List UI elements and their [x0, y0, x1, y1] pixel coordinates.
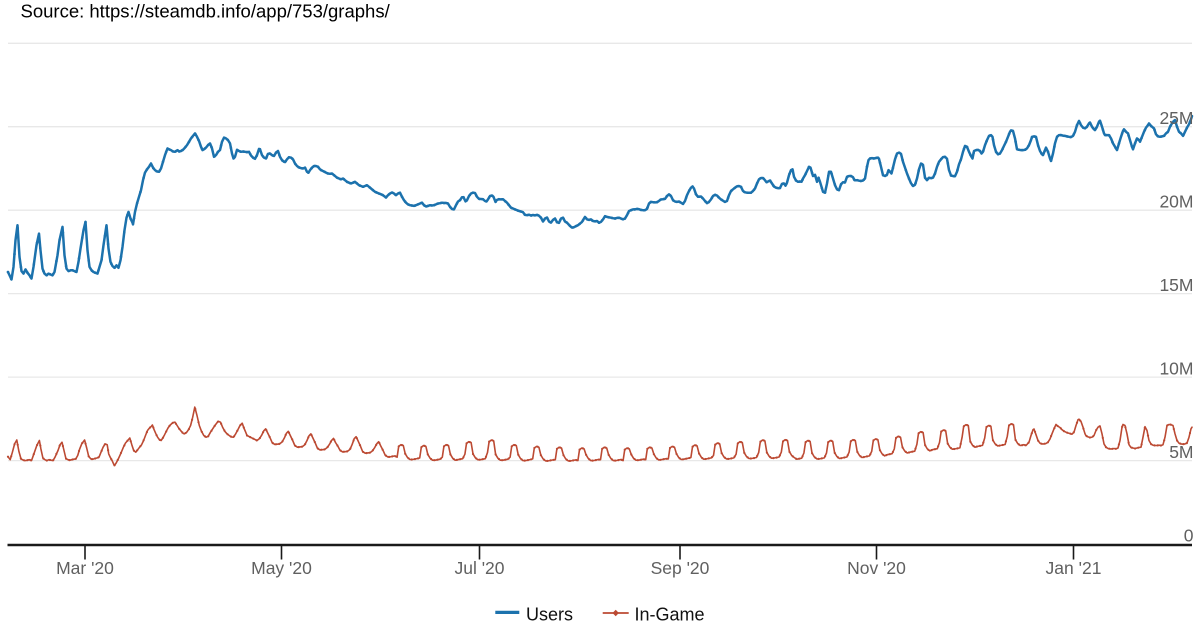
svg-text:0: 0 [1184, 526, 1194, 546]
svg-text:15M: 15M [1159, 275, 1193, 295]
svg-text:20M: 20M [1159, 192, 1193, 212]
svg-text:Jan '21: Jan '21 [1046, 558, 1102, 578]
svg-text:Users: Users [526, 605, 573, 625]
svg-text:Source: https://steamdb.info/a: Source: https://steamdb.info/app/753/gra… [21, 1, 391, 22]
svg-text:5M: 5M [1169, 442, 1193, 462]
svg-text:Nov '20: Nov '20 [847, 558, 906, 578]
svg-text:10M: 10M [1159, 359, 1193, 379]
svg-text:Mar '20: Mar '20 [56, 558, 114, 578]
svg-text:May '20: May '20 [251, 558, 312, 578]
svg-text:Sep '20: Sep '20 [651, 558, 710, 578]
svg-text:Jul '20: Jul '20 [454, 558, 504, 578]
svg-text:In-Game: In-Game [635, 605, 705, 625]
svg-text:25M: 25M [1159, 108, 1193, 128]
